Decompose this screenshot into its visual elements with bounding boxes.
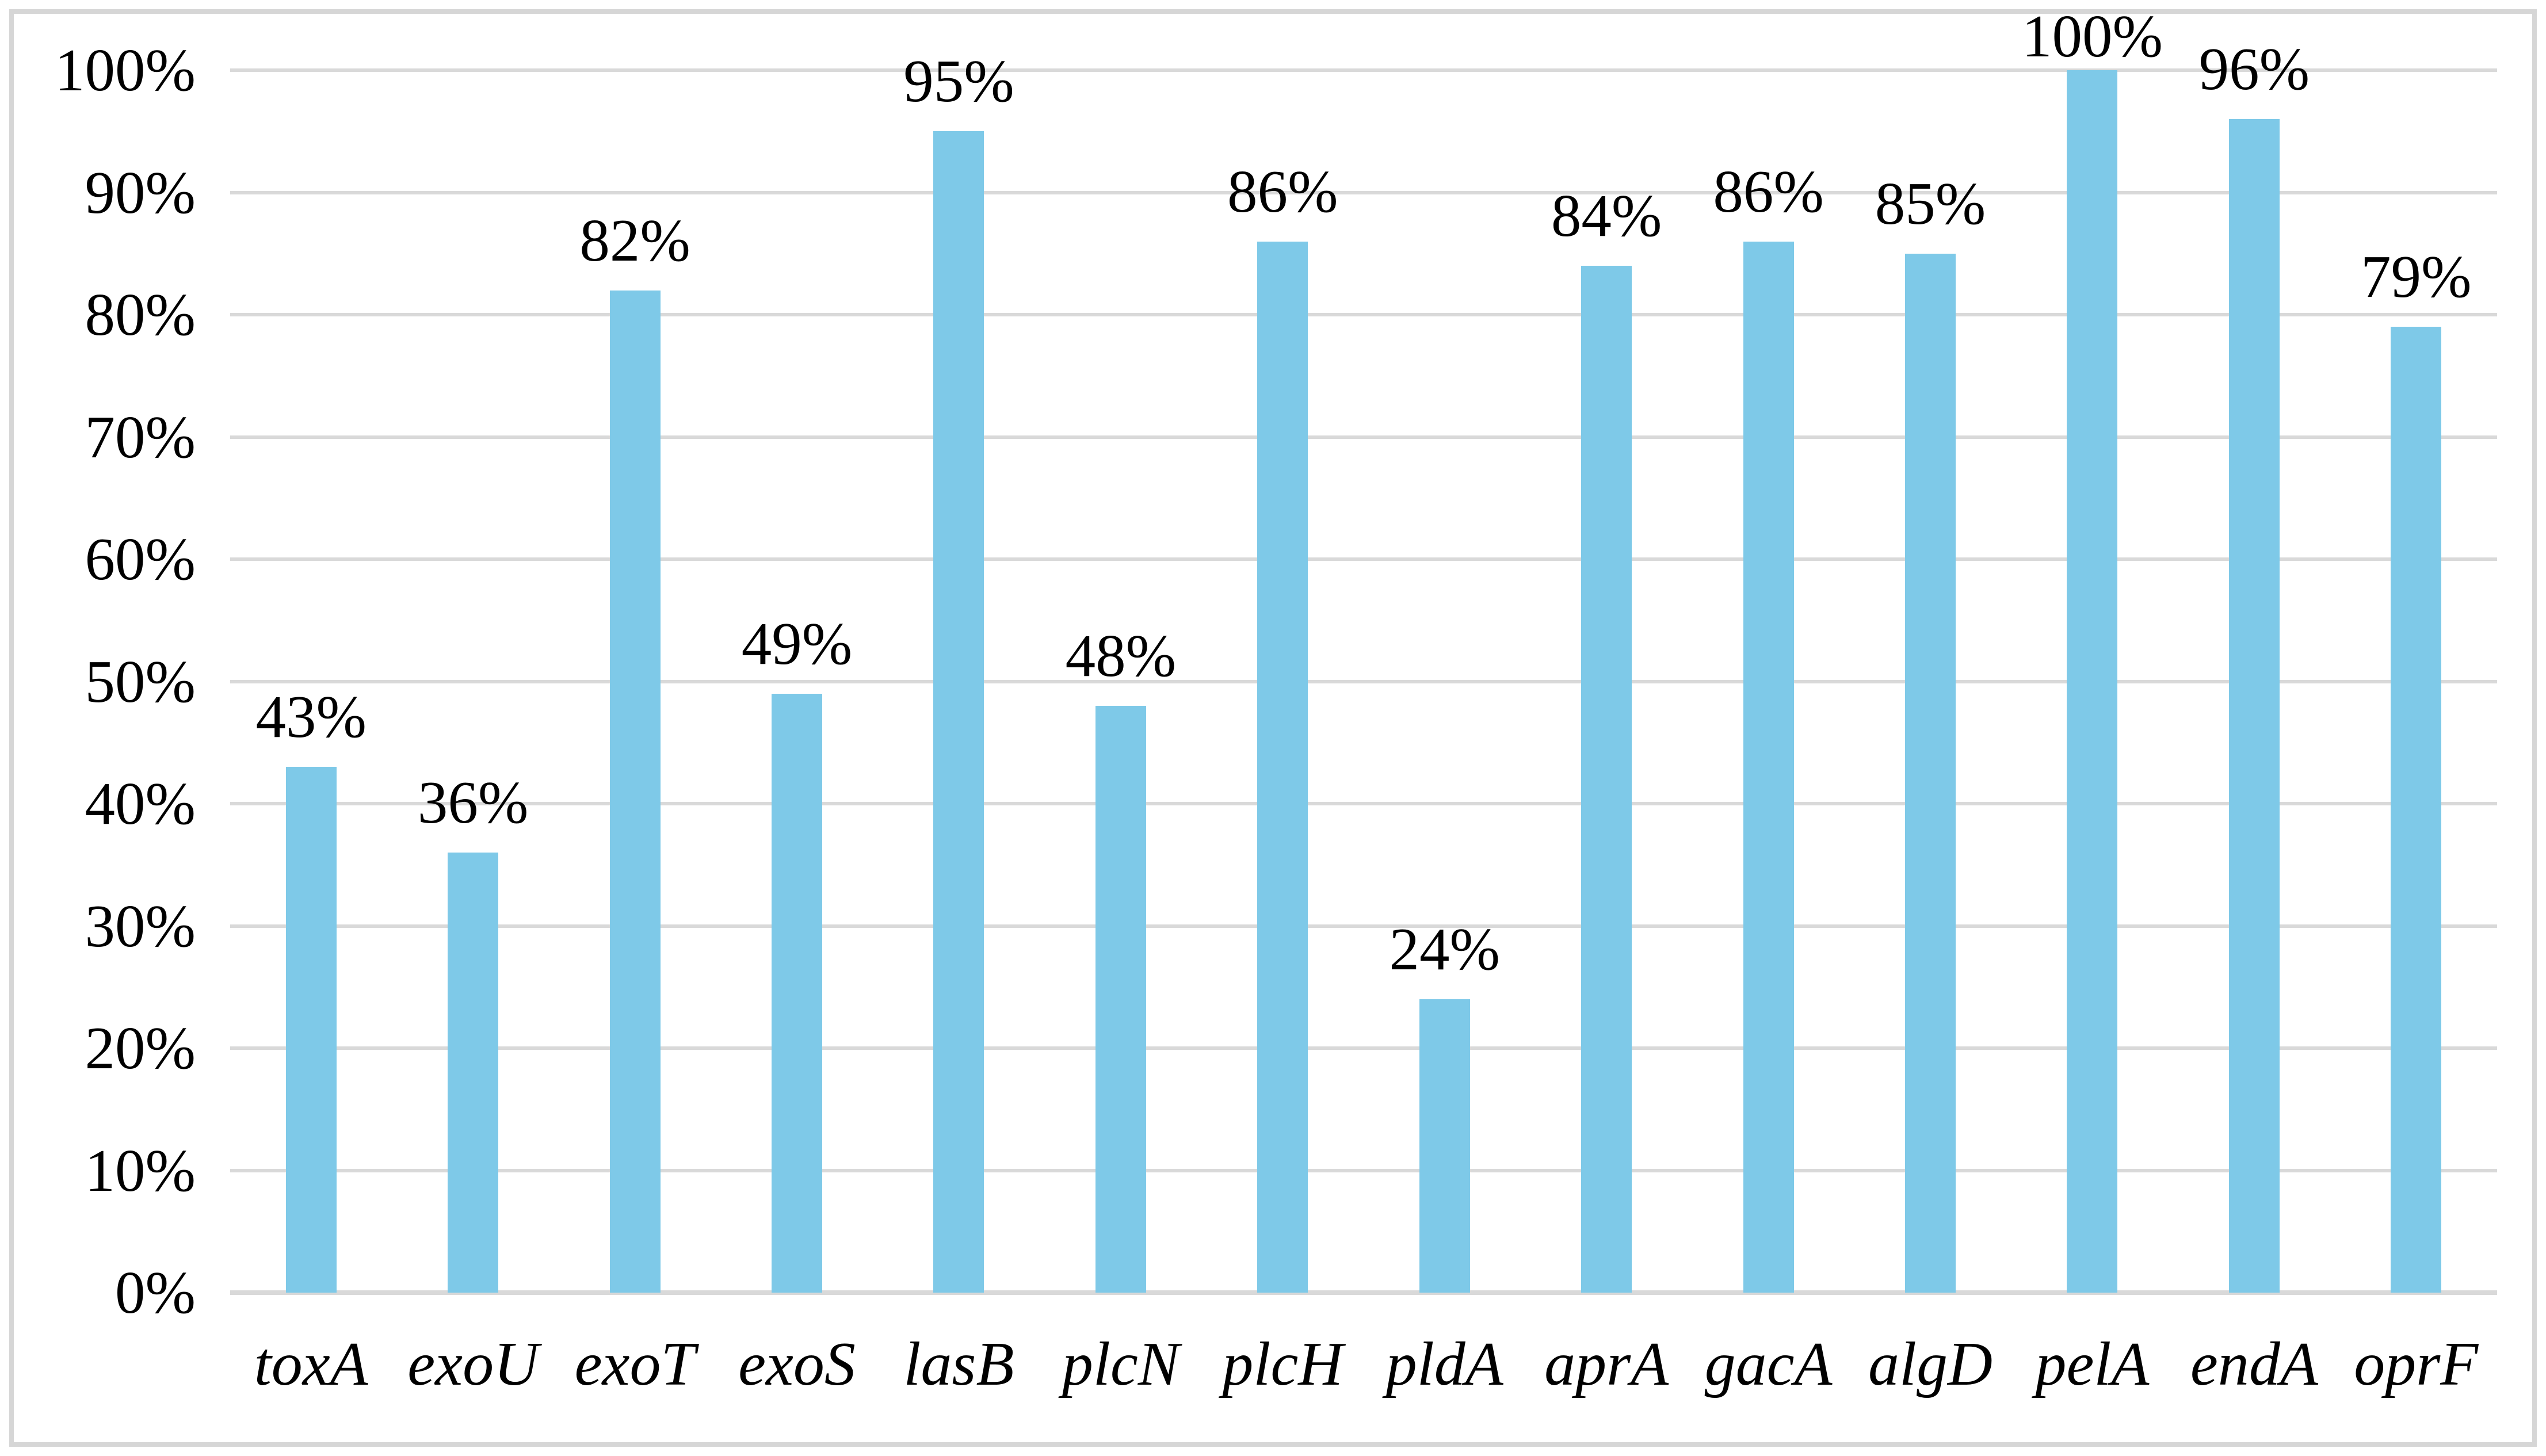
bar-plcN <box>1095 706 1146 1293</box>
gridline <box>230 313 2497 316</box>
y-tick-label: 50% <box>85 647 196 715</box>
x-category-label: plcN <box>1062 1330 1180 1398</box>
bar-plcH <box>1257 241 1308 1293</box>
bar-exoU <box>448 853 499 1293</box>
y-tick-label: 40% <box>85 770 196 837</box>
bar-oprF <box>2391 327 2442 1293</box>
gridline <box>230 557 2497 561</box>
bar-value-label: 79% <box>2361 243 2472 311</box>
bar-value-label: 49% <box>741 609 853 677</box>
bar-aprA <box>1581 266 1632 1293</box>
y-tick-label: 10% <box>85 1136 196 1204</box>
x-category-label: exoU <box>407 1330 539 1398</box>
x-axis-line <box>230 1290 2497 1295</box>
bar-value-label: 84% <box>1551 182 1662 249</box>
y-tick-label: 30% <box>85 892 196 960</box>
x-category-label: oprF <box>2354 1330 2479 1398</box>
x-category-label: exoS <box>738 1330 856 1398</box>
bar-value-label: 86% <box>1713 157 1824 225</box>
x-category-label: algD <box>1868 1330 1992 1398</box>
x-category-label: pelA <box>2035 1330 2150 1398</box>
x-category-label: endA <box>2190 1330 2318 1398</box>
x-category-label: lasB <box>903 1330 1014 1398</box>
gridline <box>230 924 2497 928</box>
bar-toxA <box>285 767 337 1293</box>
x-category-label: exoT <box>574 1330 696 1398</box>
x-category-label: plcH <box>1222 1330 1343 1398</box>
bar-value-label: 82% <box>579 206 690 274</box>
bar-value-label: 100% <box>2021 2 2163 70</box>
bar-exoT <box>609 290 661 1293</box>
bar-lasB <box>933 131 984 1293</box>
bar-value-label: 96% <box>2198 35 2310 102</box>
x-category-label: pldA <box>1385 1330 1503 1398</box>
y-tick-label: 90% <box>85 158 196 226</box>
y-tick-label: 60% <box>85 525 196 593</box>
bar-value-label: 95% <box>903 47 1014 115</box>
bar-algD <box>1905 253 1956 1293</box>
gridline <box>230 68 2497 72</box>
bar-exoS <box>772 693 822 1293</box>
bar-value-label: 36% <box>417 769 529 836</box>
y-tick-label: 100% <box>55 36 196 104</box>
y-tick-label: 20% <box>85 1014 196 1082</box>
bar-pldA <box>1419 999 1470 1293</box>
y-tick-label: 70% <box>85 403 196 471</box>
gridline <box>230 1168 2497 1172</box>
y-tick-label: 0% <box>115 1259 196 1326</box>
x-category-label: aprA <box>1544 1330 1669 1398</box>
bar-endA <box>2228 119 2280 1293</box>
bar-value-label: 24% <box>1389 915 1500 983</box>
bar-gacA <box>1743 241 1794 1293</box>
bar-value-label: 86% <box>1227 157 1338 225</box>
bar-pelA <box>2067 70 2118 1293</box>
gridline <box>230 190 2497 194</box>
y-tick-label: 80% <box>85 281 196 348</box>
gridline <box>230 802 2497 805</box>
bar-value-label: 43% <box>255 683 367 751</box>
gridline <box>230 1046 2497 1050</box>
x-category-label: toxA <box>254 1330 368 1398</box>
x-category-label: gacA <box>1704 1330 1833 1398</box>
gridline <box>230 435 2497 439</box>
bar-value-label: 85% <box>1875 169 1986 237</box>
gridline <box>230 679 2497 683</box>
bar-value-label: 48% <box>1065 622 1177 689</box>
